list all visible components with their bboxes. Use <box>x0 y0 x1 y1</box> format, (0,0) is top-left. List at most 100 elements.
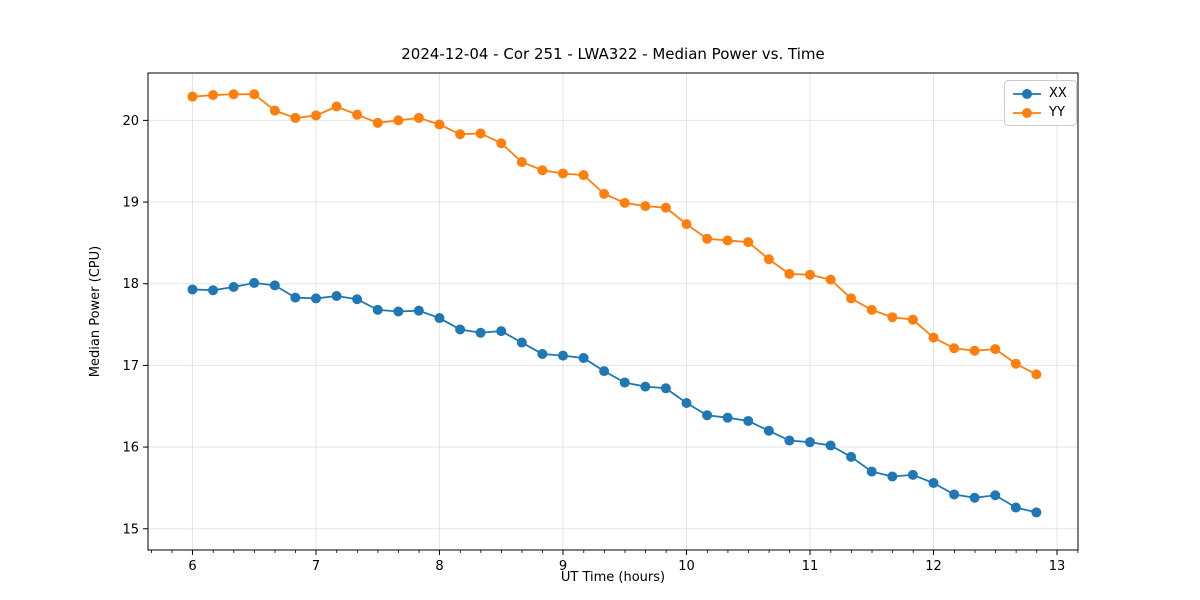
legend-marker-YY <box>1013 107 1041 118</box>
series-YY-marker <box>455 129 466 140</box>
series-XX-marker <box>722 412 733 423</box>
series-XX-marker <box>290 292 301 303</box>
x-tick-label: 6 <box>188 559 196 574</box>
series-XX-marker <box>208 285 219 296</box>
series-YY-marker <box>619 197 630 208</box>
series-YY-marker <box>578 170 589 181</box>
plot-area: 6 7 8 9 10 11 12 13 15 16 17 18 19 20 <box>122 72 1079 574</box>
series-XX-marker <box>928 478 939 489</box>
series-XX-marker <box>475 327 486 338</box>
series-XX-marker <box>496 326 507 337</box>
series-XX-marker <box>455 324 466 335</box>
legend-label-XX: XX <box>1049 86 1067 101</box>
y-tick-label: 20 <box>122 114 139 129</box>
series-XX-marker <box>269 280 280 291</box>
series-XX-marker <box>702 410 713 421</box>
series-YY-marker <box>681 219 692 230</box>
series-XX-marker <box>907 469 918 480</box>
series-YY-marker <box>866 304 877 315</box>
x-tick-label: 12 <box>925 559 942 574</box>
series-XX-marker <box>969 492 980 503</box>
series-YY-marker <box>990 344 1001 355</box>
series-YY-marker <box>557 168 568 179</box>
series-XX-marker <box>516 337 527 348</box>
series-YY-marker <box>702 233 713 244</box>
series-YY-marker <box>413 112 424 123</box>
series-YY-marker <box>372 117 383 128</box>
series-YY-marker <box>475 128 486 139</box>
series-YY-marker <box>537 165 548 176</box>
series-YY-marker <box>290 112 301 123</box>
series-YY-marker <box>928 332 939 343</box>
series-XX-marker <box>187 284 198 295</box>
series-YY-marker <box>249 89 260 100</box>
series-YY-marker <box>660 202 671 213</box>
series-XX-marker <box>846 451 857 462</box>
series-XX-marker <box>352 294 363 305</box>
series-XX-marker <box>660 383 671 394</box>
series-XX-marker <box>681 397 692 408</box>
series-XX-marker <box>228 281 239 292</box>
series-YY <box>187 89 1042 380</box>
x-tick-label: 9 <box>559 559 567 574</box>
series-YY-line <box>192 93 1037 376</box>
series-YY-marker <box>516 157 527 168</box>
plot-border <box>147 72 1079 551</box>
series-XX-marker <box>640 381 651 392</box>
legend-label-YY: YY <box>1049 105 1065 120</box>
series-XX-marker <box>393 306 404 317</box>
series-YY-marker <box>846 293 857 304</box>
series-YY-marker <box>1010 358 1021 369</box>
series-YY-marker <box>393 115 404 126</box>
series-XX-marker <box>557 350 568 361</box>
chart-title: 2024-12-04 - Cor 251 - LWA322 - Median P… <box>401 45 825 63</box>
series-XX-marker <box>599 366 610 377</box>
gridlines <box>148 73 1078 550</box>
series-YY-marker <box>228 89 239 100</box>
y-tick-label: 19 <box>122 196 139 211</box>
x-ticks: 6 7 8 9 10 11 12 13 <box>188 550 1065 574</box>
series-YY-marker <box>743 237 754 248</box>
series-YY-marker <box>187 91 198 102</box>
series-XX-marker <box>825 440 836 451</box>
series-YY-marker <box>208 90 219 101</box>
x-tick-label: 7 <box>312 559 320 574</box>
series-YY-marker <box>434 119 445 130</box>
series-YY-marker <box>804 269 815 280</box>
x-axis-label: UT Time (hours) <box>560 570 666 585</box>
series-XX-marker <box>804 437 815 448</box>
series-YY-marker <box>825 274 836 285</box>
x-tick-label: 10 <box>678 559 695 574</box>
legend: XX YY <box>1004 80 1077 126</box>
series-XX-marker <box>990 490 1001 501</box>
series-YY-marker <box>269 105 280 116</box>
series-XX-marker <box>310 293 321 304</box>
series-XX-marker <box>249 277 260 288</box>
y-tick-label: 17 <box>122 359 139 374</box>
series-YY-marker <box>352 109 363 120</box>
series-XX-marker <box>619 377 630 388</box>
series-YY-marker <box>949 343 960 354</box>
series-YY-marker <box>310 110 321 121</box>
series-XX-marker <box>1010 502 1021 513</box>
series-XX-marker <box>372 304 383 315</box>
series-YY-marker <box>907 314 918 325</box>
series-YY-marker <box>599 188 610 199</box>
series-YY-marker <box>763 254 774 265</box>
series-YY-marker <box>887 312 898 323</box>
series-XX-marker <box>887 471 898 482</box>
x-tick-label: 8 <box>435 559 443 574</box>
series-XX-marker <box>743 415 754 426</box>
series-XX-marker <box>949 489 960 500</box>
y-tick-label: 16 <box>122 441 139 456</box>
series-XX-marker <box>866 466 877 477</box>
series-XX-marker <box>784 435 795 446</box>
series-YY-marker <box>331 101 342 112</box>
series-XX-marker <box>763 425 774 436</box>
series-YY-marker <box>1031 369 1042 380</box>
legend-marker-XX <box>1013 88 1041 99</box>
series-YY-marker <box>784 268 795 279</box>
series-XX <box>187 277 1042 518</box>
series-YY-marker <box>496 138 507 149</box>
